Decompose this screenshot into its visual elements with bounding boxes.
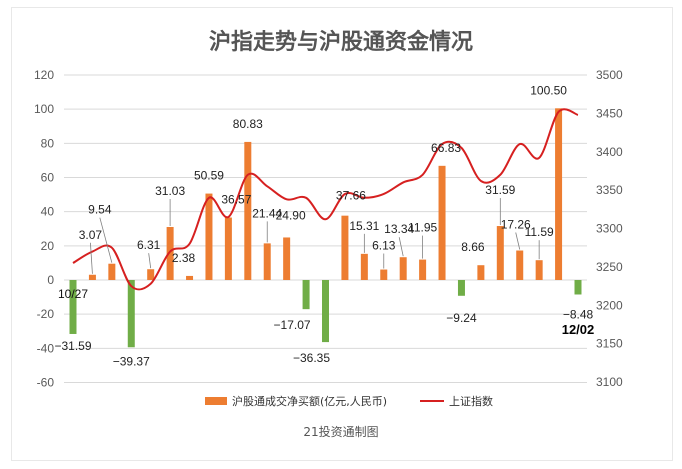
bar-label: −8.48	[563, 307, 594, 321]
bar	[380, 269, 388, 280]
label-leader	[398, 237, 404, 257]
bar	[186, 275, 194, 280]
label-leader	[99, 217, 113, 263]
right-tick-label: 3150	[596, 337, 623, 351]
bar-label: 11.59	[525, 225, 554, 239]
right-tick-label: 3400	[596, 145, 623, 159]
bar	[419, 259, 427, 280]
bar	[555, 108, 563, 280]
bar	[147, 269, 155, 280]
right-tick-label: 3300	[596, 222, 623, 236]
legend: 沪股通成交净买额(亿元,人民币) 上证指数	[205, 394, 493, 408]
index-line-group	[72, 108, 579, 291]
legend-bar-label: 沪股通成交净买额(亿元,人民币)	[232, 394, 387, 408]
bar-label: −17.07	[274, 318, 311, 332]
left-tick-label: 20	[41, 239, 55, 253]
left-tick-label: 0	[47, 273, 54, 287]
right-axis: 3100 3150 3200 3250 3300 3350 3400 3450 3500	[596, 68, 623, 389]
left-tick-label: 40	[41, 205, 55, 219]
bar-label: 6.13	[372, 239, 396, 253]
label-leader	[90, 242, 93, 274]
bar-label: 8.66	[461, 240, 485, 254]
right-tick-label: 3250	[596, 260, 623, 274]
bar	[283, 237, 291, 280]
label-leader	[515, 232, 521, 250]
bar	[496, 226, 504, 280]
bar	[574, 280, 582, 295]
legend-bar-swatch	[205, 397, 227, 405]
right-tick-label: 3500	[596, 68, 623, 82]
bar	[399, 257, 407, 280]
bar	[302, 280, 310, 310]
bar-label: −31.59	[54, 339, 91, 353]
bar-label: 31.03	[155, 184, 185, 198]
bar	[166, 226, 174, 280]
index-line	[72, 108, 579, 291]
bar	[244, 141, 252, 280]
left-tick-label: -40	[37, 341, 55, 355]
bar-label: 37.66	[336, 189, 366, 203]
bar	[205, 193, 213, 280]
data-labels: −31.59 3.07 9.54 −39.37 6.31 31.03 2.38 50.59 36…	[54, 83, 593, 368]
start-date-label: 10/27	[58, 287, 88, 301]
bar-label: 66.83	[431, 141, 461, 155]
bar	[516, 250, 524, 280]
bar-label: 15.31	[349, 219, 379, 233]
chart-title: 沪指走势与沪股通资金情况	[209, 29, 473, 55]
bar-label: 31.59	[485, 183, 515, 197]
bar-label: 50.59	[194, 169, 224, 183]
source-caption: 21投资通制图	[303, 424, 378, 439]
left-axis: -60 -40 -20 0 20 40 60 80 100 120	[34, 68, 54, 390]
bar-label: 36.57	[221, 193, 251, 207]
bar-label: 6.31	[137, 238, 161, 252]
left-tick-label: -60	[37, 376, 55, 390]
bar	[69, 280, 77, 334]
left-tick-label: 60	[41, 171, 55, 185]
bar-label: −39.37	[113, 354, 150, 368]
bar-label: −9.24	[446, 311, 477, 325]
bar	[322, 280, 329, 343]
bar	[360, 253, 368, 280]
bar	[263, 243, 271, 280]
right-tick-label: 3450	[596, 106, 623, 120]
bar-label: 17.26	[501, 218, 531, 232]
bar	[88, 274, 96, 280]
right-tick-label: 3200	[596, 298, 623, 312]
bar-label: 21.44	[252, 206, 282, 220]
bar-label: 2.38	[172, 251, 196, 265]
left-tick-label: 120	[34, 68, 54, 82]
legend-line-label: 上证指数	[449, 394, 493, 408]
label-leader	[148, 253, 152, 269]
bar	[457, 280, 465, 296]
right-tick-label: 3100	[596, 375, 623, 389]
bar-label: 24.90	[276, 208, 306, 222]
bars	[69, 108, 582, 348]
bar-label: −36.35	[293, 351, 330, 365]
bar	[127, 280, 135, 348]
bar-label: 11.95	[408, 221, 437, 235]
bar	[341, 215, 349, 280]
bar	[108, 263, 116, 280]
left-tick-label: 80	[41, 136, 55, 150]
left-tick-label: -20	[37, 307, 55, 321]
bar	[438, 165, 446, 280]
bar-label: 13.34	[384, 222, 414, 236]
end-date-label: 12/02	[562, 322, 595, 337]
bar	[224, 217, 232, 280]
bar-label: 3.07	[79, 228, 103, 242]
bar-label: 9.54	[88, 203, 112, 217]
right-tick-label: 3350	[596, 183, 623, 197]
bar	[477, 265, 485, 280]
bar	[535, 260, 543, 280]
bar-label: 100.50	[530, 83, 567, 97]
left-tick-label: 100	[34, 102, 54, 116]
bar-label: 80.83	[233, 117, 263, 131]
